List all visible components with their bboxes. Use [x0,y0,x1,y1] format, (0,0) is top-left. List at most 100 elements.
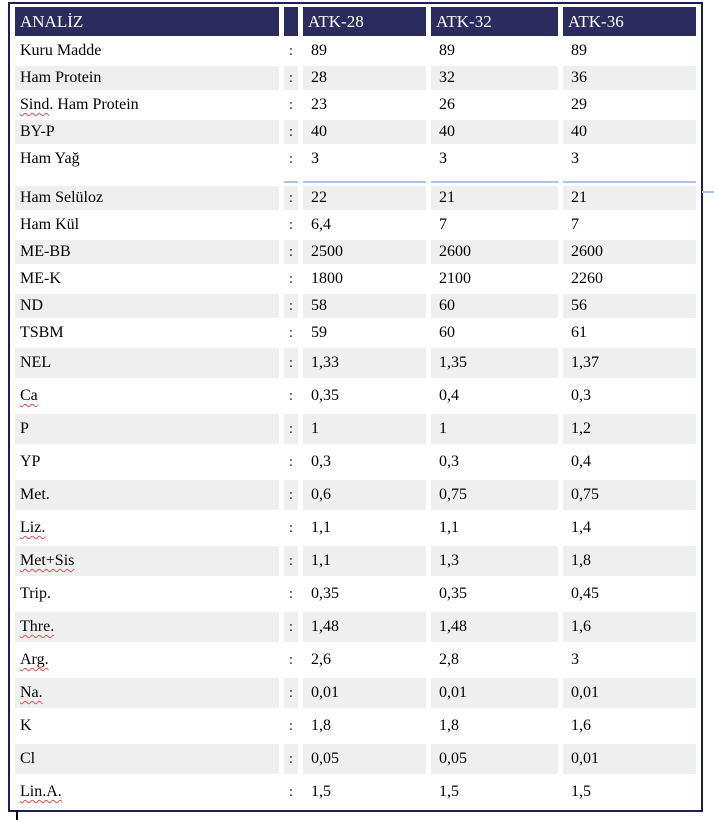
table-row: TSBM:59 60 61 [15,321,696,345]
value-text: 89 [311,42,327,59]
row-label-misspelled-text: Thre. [20,618,55,635]
value-cell-atk-36: 3 [563,645,696,675]
colon-separator-cell: : [284,711,298,741]
value-text: 56 [571,297,587,314]
page-break-artifact-row [15,174,696,183]
value-cell-atk-36: 40 [563,120,696,144]
page-break-line-segment [431,174,558,183]
value-cell-atk-28: 28 [303,66,426,90]
value-text: 0,75 [439,486,467,503]
row-label-text: Met. [20,486,50,503]
colon-separator-cell: : [284,546,298,576]
row-label-text: K [20,717,32,734]
colon-separator-cell: : [284,66,298,90]
value-cell-atk-32: 2100 [431,267,558,291]
page-break-label-gap [15,174,279,183]
table-row: Kuru Madde:89 89 89 [15,39,696,63]
value-cell-atk-36: 29 [563,93,696,117]
value-cell-atk-32: 60 [431,321,558,345]
value-cell-atk-36: 1,6 [563,612,696,642]
value-text: 0,01 [439,684,467,701]
row-label-misspelled-text: Arg. [20,651,49,668]
value-cell-atk-32: 1,3 [431,546,558,576]
row-label-cell: Trip. [15,579,279,609]
row-label-cell: ME-BB [15,240,279,264]
value-text: 1,37 [571,354,599,371]
value-text: 60 [439,324,455,341]
value-text: 2500 [311,243,343,260]
value-cell-atk-28: 0,3 [303,447,426,477]
value-text: 60 [439,297,455,314]
value-cell-atk-28: 0,35 [303,579,426,609]
value-text: 59 [311,324,327,341]
value-text: 1,6 [571,618,591,635]
colon-separator-cell: : [284,120,298,144]
value-text: 1,48 [311,618,339,635]
value-text: 1,5 [439,783,459,800]
value-cell-atk-36: 36 [563,66,696,90]
value-text: 0,75 [571,486,599,503]
header-title-analiz: ANALİZ [15,7,279,36]
colon-separator: : [288,297,294,314]
value-cell-atk-32: 2600 [431,240,558,264]
page-break-line-extension [702,191,714,193]
value-cell-atk-28: 6,4 [303,213,426,237]
value-text: 22 [311,189,327,206]
colon-separator: : [288,69,294,86]
row-label-cell: Ham Protein [15,66,279,90]
page-break-line-segment [303,174,426,183]
colon-separator: : [288,216,294,233]
row-label-text: Ham Protein [20,69,102,86]
row-label-text: P [20,420,29,437]
colon-separator-cell: : [284,777,298,807]
colon-separator: : [288,354,294,371]
colon-separator: : [288,486,294,503]
table-row: K:1,8 1,8 1,6 [15,711,696,741]
value-text: 89 [571,42,587,59]
value-text: 0,05 [311,750,339,767]
value-text: 28 [311,69,327,86]
row-label-text: Ham Kül [20,216,80,233]
value-cell-atk-32: 3 [431,147,558,171]
colon-separator-cell: : [284,513,298,543]
colon-separator-cell: : [284,744,298,774]
analiz-table: ANALİZ ATK-28 ATK-32 ATK-36 Kuru Madde:8… [8,2,703,812]
value-text: 1,1 [439,519,459,536]
colon-separator: : [288,552,294,569]
value-text: 1,6 [571,717,591,734]
row-label-text: BY-P [20,123,55,140]
row-label-cell: Ham Kül [15,213,279,237]
row-label-misspelled-text: Ca [20,387,38,404]
value-cell-atk-36: 89 [563,39,696,63]
value-cell-atk-36: 2260 [563,267,696,291]
value-cell-atk-28: 1800 [303,267,426,291]
value-text: 36 [571,69,587,86]
colon-separator-cell: : [284,414,298,444]
value-text: 23 [311,96,327,113]
row-label-misspelled-text: Liz. [20,519,46,536]
value-cell-atk-36: 7 [563,213,696,237]
colon-separator: : [288,150,294,167]
value-text: 0,45 [571,585,599,602]
table-row: ME-BB:2500 2600 2600 [15,240,696,264]
value-cell-atk-28: 2500 [303,240,426,264]
row-label-text: TSBM [20,324,64,341]
colon-separator: : [288,684,294,701]
value-cell-atk-36: 1,5 [563,777,696,807]
row-label-text: Ham Selüloz [20,189,104,206]
value-text: 2600 [439,243,471,260]
colon-separator: : [288,270,294,287]
colon-separator-cell: : [284,447,298,477]
value-text: 29 [571,96,587,113]
row-label-misspelled-text: Sind [20,96,50,113]
value-cell-atk-32: 1,1 [431,513,558,543]
value-cell-atk-28: 1,1 [303,546,426,576]
value-cell-atk-32: 1,8 [431,711,558,741]
row-label-cell: Cl [15,744,279,774]
value-text: 2600 [571,243,603,260]
value-cell-atk-28: 1,1 [303,513,426,543]
value-cell-atk-28: 40 [303,120,426,144]
value-text: 1 [311,420,319,437]
value-cell-atk-32: 89 [431,39,558,63]
